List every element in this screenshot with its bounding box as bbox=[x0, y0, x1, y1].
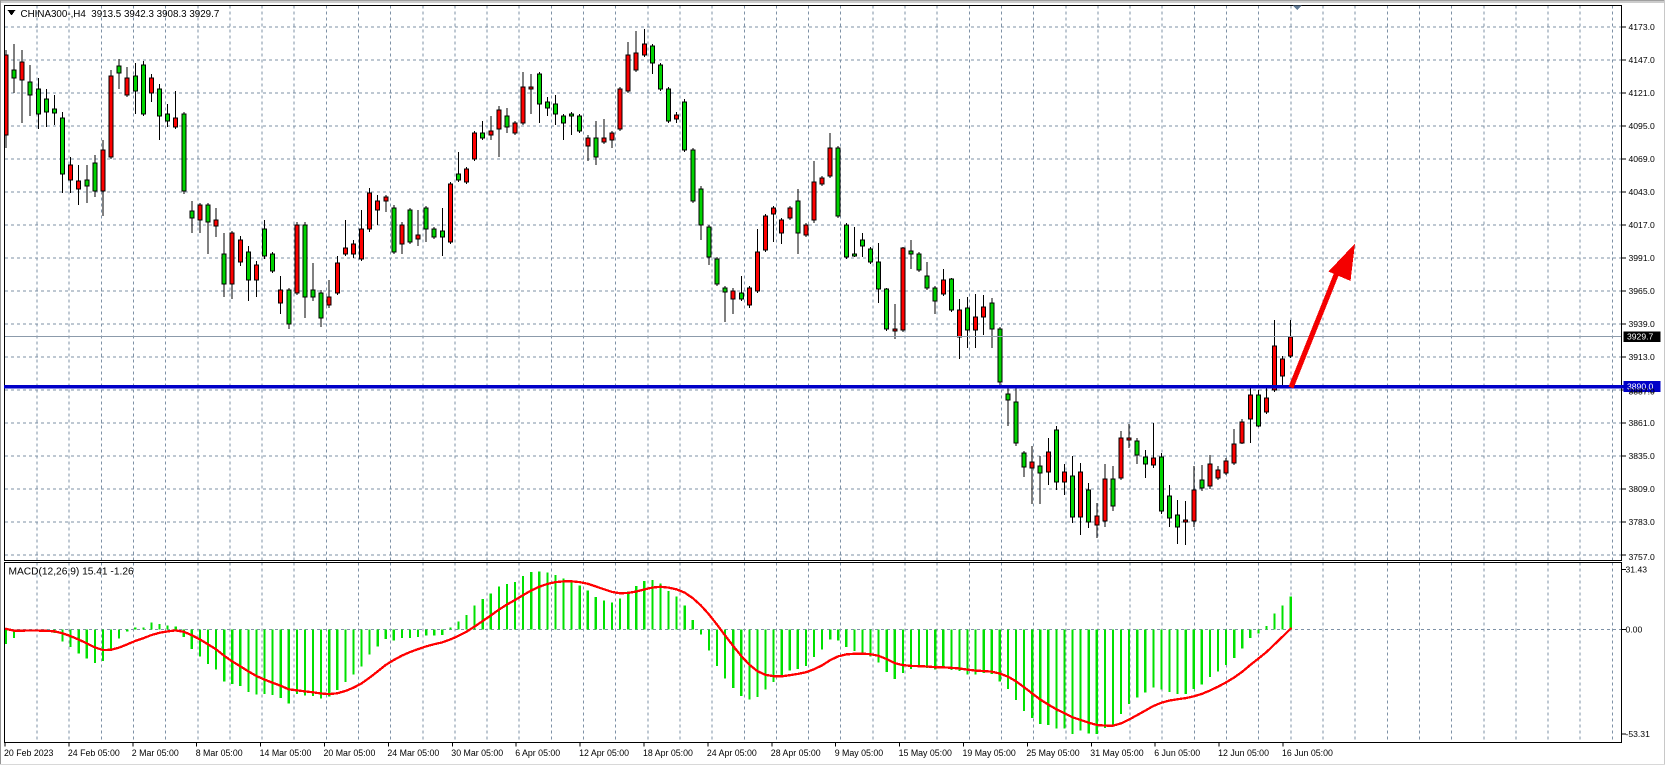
svg-text:24 Mar 05:00: 24 Mar 05:00 bbox=[387, 748, 439, 758]
svg-text:16 Jun 05:00: 16 Jun 05:00 bbox=[1282, 748, 1333, 758]
svg-text:4173.0: 4173.0 bbox=[1629, 22, 1656, 32]
svg-text:2 Mar 05:00: 2 Mar 05:00 bbox=[132, 748, 179, 758]
svg-text:3890.0: 3890.0 bbox=[1627, 381, 1654, 391]
svg-text:24 Apr 05:00: 24 Apr 05:00 bbox=[707, 748, 757, 758]
svg-text:31 May 05:00: 31 May 05:00 bbox=[1090, 748, 1143, 758]
svg-text:3913.0: 3913.0 bbox=[1629, 352, 1656, 362]
svg-text:20 Feb 2023: 20 Feb 2023 bbox=[4, 748, 54, 758]
svg-text:14 Mar 05:00: 14 Mar 05:00 bbox=[260, 748, 312, 758]
svg-text:15 May 05:00: 15 May 05:00 bbox=[899, 748, 952, 758]
svg-text:18 Apr 05:00: 18 Apr 05:00 bbox=[643, 748, 693, 758]
svg-text:3835.0: 3835.0 bbox=[1629, 451, 1656, 461]
svg-text:3757.0: 3757.0 bbox=[1629, 552, 1656, 562]
svg-text:12 Apr 05:00: 12 Apr 05:00 bbox=[579, 748, 629, 758]
svg-text:4043.0: 4043.0 bbox=[1629, 187, 1656, 197]
svg-text:20 Mar 05:00: 20 Mar 05:00 bbox=[324, 748, 376, 758]
svg-text:0.00: 0.00 bbox=[1626, 624, 1643, 634]
svg-text:4069.0: 4069.0 bbox=[1629, 154, 1656, 164]
svg-text:CHINA300-,H4 3913.5 3942.3 39: CHINA300-,H4 3913.5 3942.3 3908.3 3929.7 bbox=[21, 9, 220, 20]
svg-text:3929.7: 3929.7 bbox=[1627, 332, 1654, 342]
svg-text:28 Apr 05:00: 28 Apr 05:00 bbox=[771, 748, 821, 758]
svg-text:9 May 05:00: 9 May 05:00 bbox=[835, 748, 884, 758]
svg-text:4017.0: 4017.0 bbox=[1629, 220, 1656, 230]
svg-text:6 Apr 05:00: 6 Apr 05:00 bbox=[515, 748, 560, 758]
svg-text:4121.0: 4121.0 bbox=[1629, 88, 1656, 98]
svg-text:19 May 05:00: 19 May 05:00 bbox=[963, 748, 1016, 758]
svg-text:3861.0: 3861.0 bbox=[1629, 418, 1656, 428]
svg-text:4147.0: 4147.0 bbox=[1629, 55, 1656, 65]
svg-text:31.43: 31.43 bbox=[1626, 564, 1648, 574]
svg-text:8 Mar 05:00: 8 Mar 05:00 bbox=[196, 748, 243, 758]
svg-text:24 Feb 05:00: 24 Feb 05:00 bbox=[68, 748, 120, 758]
svg-text:25 May 05:00: 25 May 05:00 bbox=[1026, 748, 1079, 758]
svg-text:3965.0: 3965.0 bbox=[1629, 286, 1656, 296]
svg-text:3991.0: 3991.0 bbox=[1629, 253, 1656, 263]
svg-text:30 Mar 05:00: 30 Mar 05:00 bbox=[451, 748, 503, 758]
svg-text:3887.0: 3887.0 bbox=[1629, 386, 1656, 396]
svg-text:-53.31: -53.31 bbox=[1626, 729, 1651, 739]
svg-text:MACD(12,26,9) 15.41 -1.26: MACD(12,26,9) 15.41 -1.26 bbox=[9, 567, 134, 578]
svg-text:3939.0: 3939.0 bbox=[1629, 319, 1656, 329]
svg-text:12 Jun 05:00: 12 Jun 05:00 bbox=[1218, 748, 1269, 758]
svg-text:3809.0: 3809.0 bbox=[1629, 484, 1656, 494]
svg-text:6 Jun 05:00: 6 Jun 05:00 bbox=[1154, 748, 1200, 758]
svg-text:4095.0: 4095.0 bbox=[1629, 121, 1656, 131]
svg-text:3783.0: 3783.0 bbox=[1629, 517, 1656, 527]
